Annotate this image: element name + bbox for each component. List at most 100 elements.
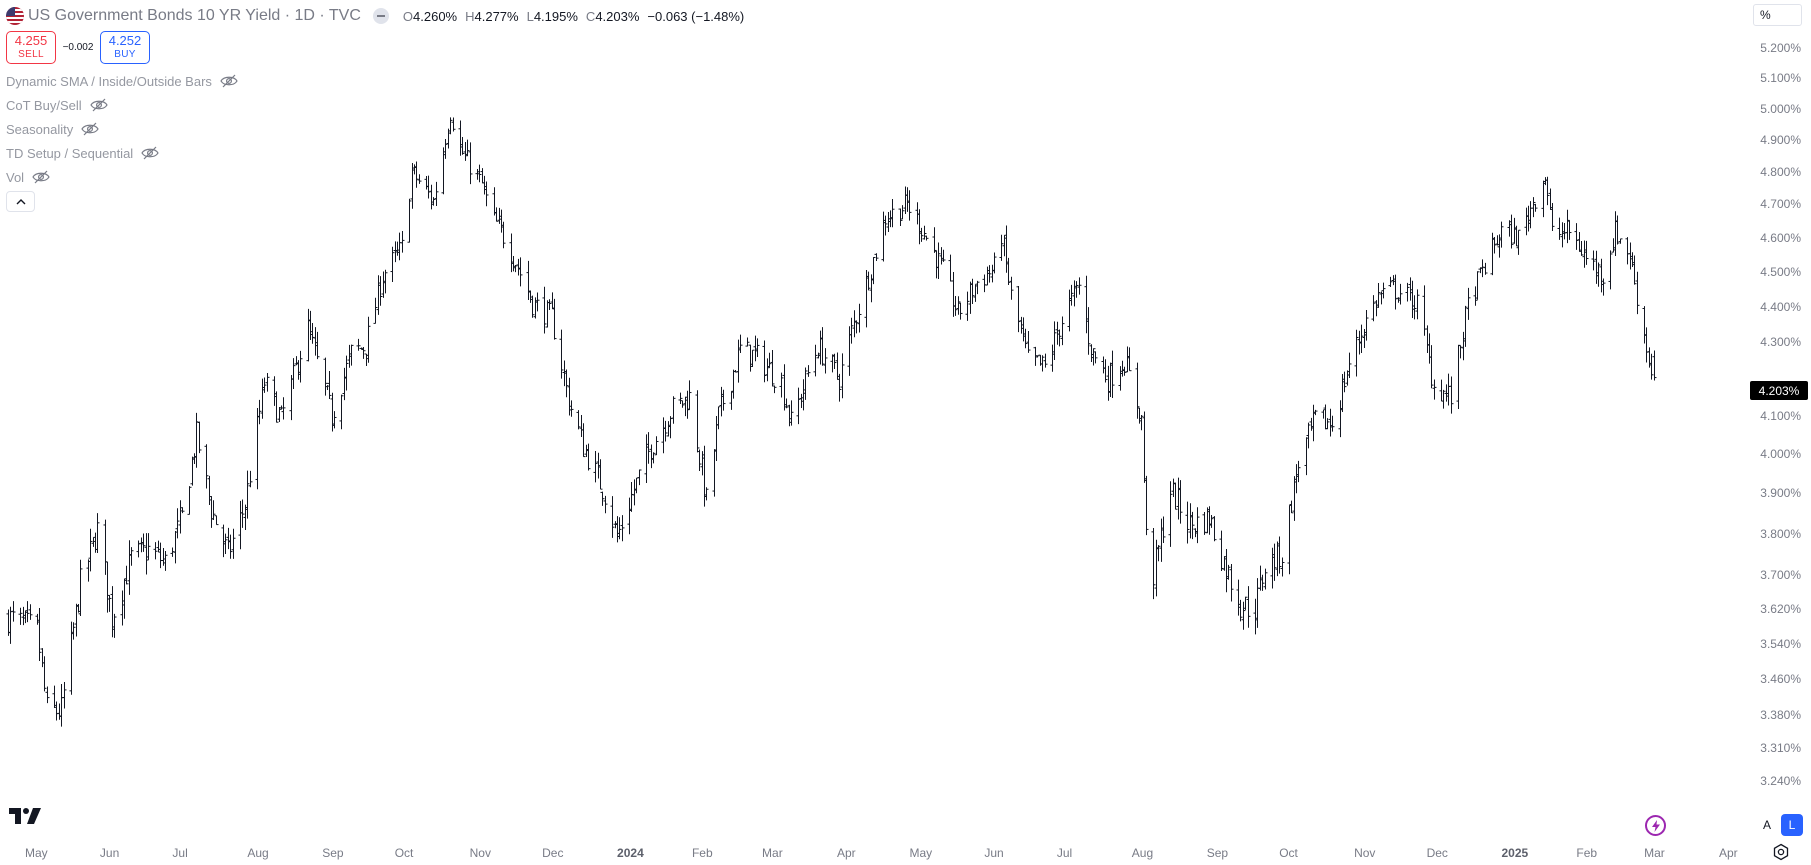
ohlc-bar	[400, 231, 405, 253]
ohlc-bar	[1122, 366, 1127, 376]
eye-hidden-icon[interactable]	[79, 118, 101, 140]
ohlc-bar	[1594, 250, 1599, 284]
ohlc-bar	[1531, 197, 1536, 218]
ohlc-bar	[1306, 422, 1311, 449]
time-axis-label: Apr	[836, 846, 856, 860]
ohlc-bar	[823, 348, 828, 374]
price-axis-label: 3.310%	[1760, 740, 1801, 755]
collapse-legend-icon[interactable]	[372, 8, 389, 24]
sell-button[interactable]: 4.255 SELL	[6, 31, 56, 64]
ohlc-bar	[941, 249, 946, 262]
price-axis-label: 5.000%	[1760, 101, 1801, 116]
ohlc-bar	[1040, 355, 1045, 372]
gear-icon[interactable]	[1772, 843, 1790, 861]
symbol-title[interactable]: US Government Bonds 10 YR Yield · 1D · T…	[28, 7, 361, 24]
percent-scale-button[interactable]: %	[1753, 4, 1802, 26]
ohlc-bar	[1376, 283, 1381, 308]
ohlc-bar	[11, 601, 16, 622]
ohlc-bar	[1490, 232, 1495, 276]
ohlc-bar	[339, 394, 344, 430]
ohlc-bar	[1577, 232, 1582, 252]
ohlc-values: O 4.260% H 4.277% L 4.195% C 4.203% −0.063 (…	[403, 9, 744, 24]
collapse-indicators-button[interactable]	[6, 191, 35, 212]
lightning-icon[interactable]	[1645, 815, 1666, 836]
ohlc-bar	[35, 613, 40, 625]
time-axis-label: Oct	[394, 846, 414, 860]
ohlc-bar	[52, 685, 57, 709]
ohlc-bar	[424, 175, 429, 190]
ohlc-bar	[939, 247, 944, 265]
ohlc-bar	[1294, 464, 1299, 494]
eye-hidden-icon[interactable]	[139, 142, 161, 164]
ohlc-bar	[982, 274, 987, 293]
ohlc-bar	[738, 334, 743, 353]
ohlc-bar	[426, 175, 431, 199]
time-axis-label: Dec	[1426, 846, 1448, 860]
indicator-td-setup[interactable]: TD Setup / Sequential	[6, 144, 161, 162]
ohlc-bar	[1393, 274, 1398, 310]
ohlc-bar	[1601, 278, 1606, 296]
auto-scale-button[interactable]: A	[1756, 814, 1778, 836]
ohlc-bar	[313, 327, 318, 356]
eye-hidden-icon[interactable]	[218, 70, 240, 92]
ohlc-bar	[1347, 352, 1352, 379]
ohlc-bar	[122, 578, 127, 619]
ohlc-bar	[197, 421, 202, 454]
ohlc-bar	[397, 232, 402, 261]
ohlc-bar	[1582, 240, 1587, 268]
ohlc-bar	[1026, 330, 1031, 353]
ohlc-bar	[559, 329, 564, 379]
ohlc-bar	[530, 295, 535, 318]
ohlc-bar	[1509, 214, 1514, 249]
time-axis-label: May	[909, 846, 933, 860]
ohlc-bar	[395, 241, 400, 256]
ohlc-bar	[550, 292, 555, 310]
ohlc-bar	[1002, 235, 1007, 257]
eye-hidden-icon[interactable]	[30, 166, 52, 188]
ohlc-bar	[1101, 356, 1106, 374]
ohlc-bar	[755, 338, 760, 357]
open-value: 4.260%	[413, 8, 458, 24]
ohlc-bar	[847, 326, 852, 376]
eye-hidden-icon[interactable]	[88, 94, 110, 116]
ohlc-bar	[460, 137, 465, 155]
ohlc-bar	[646, 432, 651, 464]
ohlc-bar	[750, 349, 755, 367]
ohlc-bar	[257, 399, 262, 425]
price-axis-label: 3.380%	[1760, 708, 1801, 723]
ohlc-bar	[501, 221, 506, 249]
ohlc-bar	[992, 252, 997, 274]
ohlc-bar	[748, 344, 753, 372]
ohlc-bar	[178, 500, 183, 534]
ohlc-bar	[383, 269, 388, 294]
indicator-dynamic-sma[interactable]: Dynamic SMA / Inside/Outside Bars	[6, 72, 240, 90]
ohlc-bar	[291, 358, 296, 389]
ohlc-bar	[1060, 316, 1065, 346]
ohlc-bar	[787, 404, 792, 427]
indicator-cot[interactable]: CoT Buy/Sell	[6, 96, 110, 114]
log-scale-button[interactable]: L	[1781, 814, 1803, 836]
ohlc-bar	[499, 209, 504, 233]
ohlc-bar	[1084, 275, 1089, 334]
ohlc-bar	[518, 257, 523, 287]
indicator-seasonality[interactable]: Seasonality	[6, 120, 101, 138]
ohlc-bar	[245, 470, 250, 519]
ohlc-bar	[1338, 400, 1343, 438]
time-axis-label: Jul	[172, 846, 188, 860]
buy-button[interactable]: 4.252 BUY	[100, 31, 150, 64]
time-axis-label: Aug	[247, 846, 269, 860]
ohlc-bar	[813, 344, 818, 377]
indicator-vol[interactable]: Vol	[6, 168, 52, 186]
tradingview-logo[interactable]	[9, 808, 41, 829]
ohlc-bar	[214, 515, 219, 526]
ohlc-bar	[890, 198, 895, 228]
ohlc-bar	[1533, 203, 1538, 212]
ohlc-bar	[281, 397, 286, 420]
ohlc-bar	[584, 444, 589, 457]
ohlc-bar	[1067, 289, 1072, 332]
ohlc-bar	[695, 390, 700, 453]
ohlc-bar	[1151, 527, 1156, 600]
ohlc-bar	[799, 393, 804, 409]
ohlc-bar	[410, 162, 415, 209]
